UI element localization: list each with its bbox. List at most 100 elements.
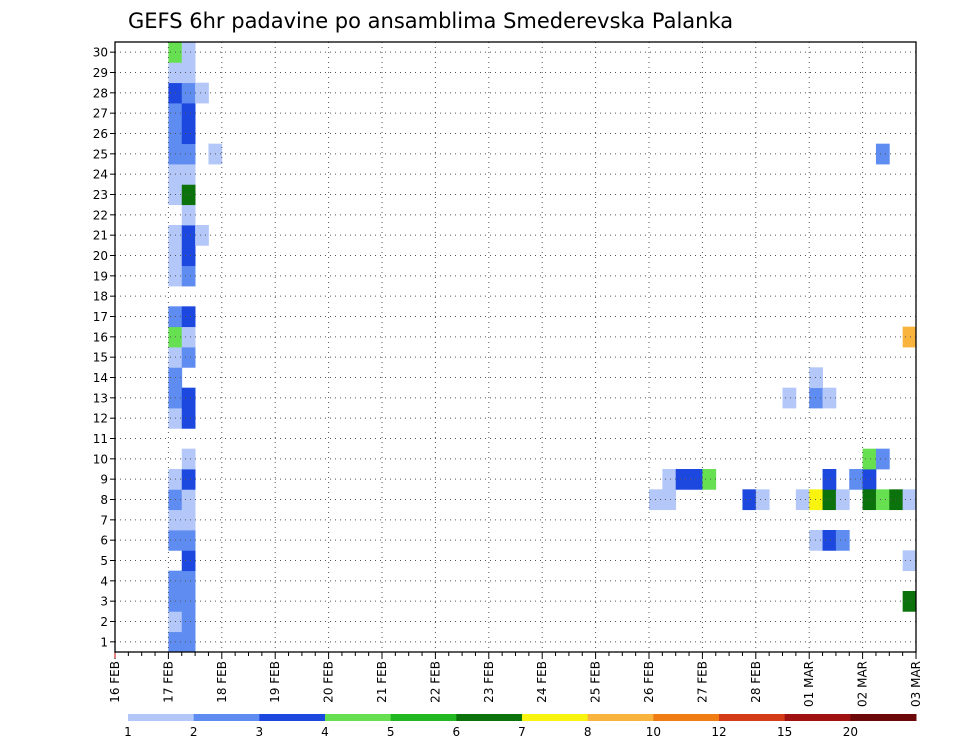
- heatmap-cell: [662, 469, 677, 490]
- x-tick-label: 27 FEB: [695, 661, 709, 703]
- colorbar-label: 12: [711, 725, 726, 739]
- colorbar-swatch: [719, 714, 786, 721]
- heatmap-cell: [181, 509, 196, 531]
- chart-title: GEFS 6hr padavine po ansamblima Smederev…: [128, 9, 733, 33]
- heatmap-cell: [181, 611, 196, 633]
- heatmap-cell: [809, 489, 823, 511]
- heatmap-cell: [181, 82, 196, 104]
- colorbar-swatch: [325, 714, 392, 721]
- heatmap-cell: [181, 387, 196, 409]
- colorbar-label: 1: [124, 725, 132, 739]
- y-tick-label: 6: [100, 534, 108, 548]
- y-tick-label: 24: [93, 168, 108, 182]
- x-tick-label: 25 FEB: [589, 661, 603, 703]
- grid-layer: [115, 42, 916, 652]
- heatmap-cell: [181, 489, 196, 511]
- colorbar-swatch: [522, 714, 589, 721]
- y-tick-label: 13: [93, 391, 108, 405]
- x-tick-label: 16 FEB: [108, 661, 122, 703]
- heatmap-cell: [755, 489, 770, 511]
- x-tick-label: 24 FEB: [535, 661, 549, 703]
- y-tick-label: 25: [93, 147, 108, 161]
- y-tick-label: 10: [93, 452, 108, 466]
- heatmap-cell: [181, 62, 196, 84]
- heatmap-cell: [181, 469, 196, 490]
- x-tick-label: 22 FEB: [428, 661, 442, 703]
- y-tick-label: 4: [100, 574, 108, 588]
- x-tick-label: 21 FEB: [375, 661, 389, 703]
- colorbar-swatch: [390, 714, 457, 721]
- heatmap-cell: [809, 530, 823, 551]
- y-tick-label: 16: [93, 330, 108, 344]
- heatmap-cell: [875, 143, 890, 165]
- x-tick-label: 19 FEB: [268, 661, 282, 703]
- y-tick-label: 12: [93, 412, 108, 426]
- y-tick-label: 1: [100, 635, 108, 649]
- heatmap-cell: [675, 469, 690, 490]
- heatmap-cell: [181, 225, 196, 246]
- heatmap-cell: [782, 387, 797, 409]
- heatmap-cell: [181, 448, 196, 470]
- heatmap-cell: [181, 265, 196, 287]
- colorbar-label: 2: [190, 725, 198, 739]
- x-tick-label: 01 MAR: [802, 661, 816, 707]
- colorbar: 1 2 3 4 5 6 7 8 10 12 15 20: [124, 714, 917, 739]
- y-tick-label: 14: [93, 371, 108, 385]
- heatmap-cell: [862, 469, 877, 490]
- heatmap-cell: [181, 347, 196, 368]
- heatmap-cell: [835, 489, 850, 511]
- colorbar-swatch: [850, 714, 917, 721]
- heatmap-cell: [809, 367, 823, 389]
- heatmap-cell: [181, 42, 196, 63]
- heatmap-cell: [822, 469, 837, 490]
- y-tick-label: 3: [100, 595, 108, 609]
- x-tick-label: 03 MAR: [909, 661, 923, 707]
- y-tick-label: 27: [93, 107, 108, 121]
- heatmap-cell: [702, 469, 717, 490]
- heatmap-cell: [181, 306, 196, 328]
- y-tick-label: 18: [93, 290, 108, 304]
- y-tick-label: 11: [93, 432, 108, 446]
- y-tick-label: 5: [100, 554, 108, 568]
- heatmap-cell: [822, 489, 837, 511]
- heatmap-cell: [181, 408, 196, 429]
- heatmap-cell: [181, 123, 196, 145]
- heatmap-cell: [809, 387, 823, 409]
- colorbar-label: 5: [387, 725, 395, 739]
- colorbar-swatch: [456, 714, 523, 721]
- heatmap-cell: [181, 204, 196, 226]
- x-tick-label: 17 FEB: [161, 661, 175, 703]
- heatmap-cell: [795, 489, 810, 511]
- heatmap-cell: [875, 489, 890, 511]
- heatmap-cell: [902, 550, 917, 572]
- heatmap-cell: [902, 489, 917, 511]
- heatmap-cell: [181, 245, 196, 267]
- heatmap-cell: [822, 530, 837, 551]
- y-axis: 1234567891011121314151617181920212223242…: [93, 46, 115, 649]
- colorbar-label: 10: [646, 725, 661, 739]
- heatmap-cell: [902, 591, 917, 612]
- x-tick-label: 20 FEB: [322, 661, 336, 703]
- colorbar-swatch: [784, 714, 851, 721]
- y-tick-label: 26: [93, 127, 108, 141]
- colorbar-label: 20: [843, 725, 858, 739]
- colorbar-label: 8: [584, 725, 592, 739]
- heatmap-cell: [181, 103, 196, 124]
- y-tick-label: 20: [93, 249, 108, 263]
- heatmap-cell: [862, 448, 877, 470]
- heatmap-cell: [195, 82, 209, 104]
- colorbar-label: 15: [777, 725, 792, 739]
- heatmap-cell: [181, 591, 196, 612]
- heatmap-cell: [875, 448, 890, 470]
- heatmap-cell: [181, 164, 196, 185]
- heatmap-cell: [181, 530, 196, 551]
- y-tick-label: 7: [100, 513, 108, 527]
- colorbar-label: 6: [453, 725, 461, 739]
- colorbar-label: 4: [321, 725, 329, 739]
- heatmap-cell: [742, 489, 757, 511]
- heatmap-cell: [862, 489, 877, 511]
- heatmap-cell: [849, 469, 863, 490]
- x-tick-label: 28 FEB: [749, 661, 763, 703]
- heatmap-cell: [181, 550, 196, 572]
- heatmap-cell: [662, 489, 677, 511]
